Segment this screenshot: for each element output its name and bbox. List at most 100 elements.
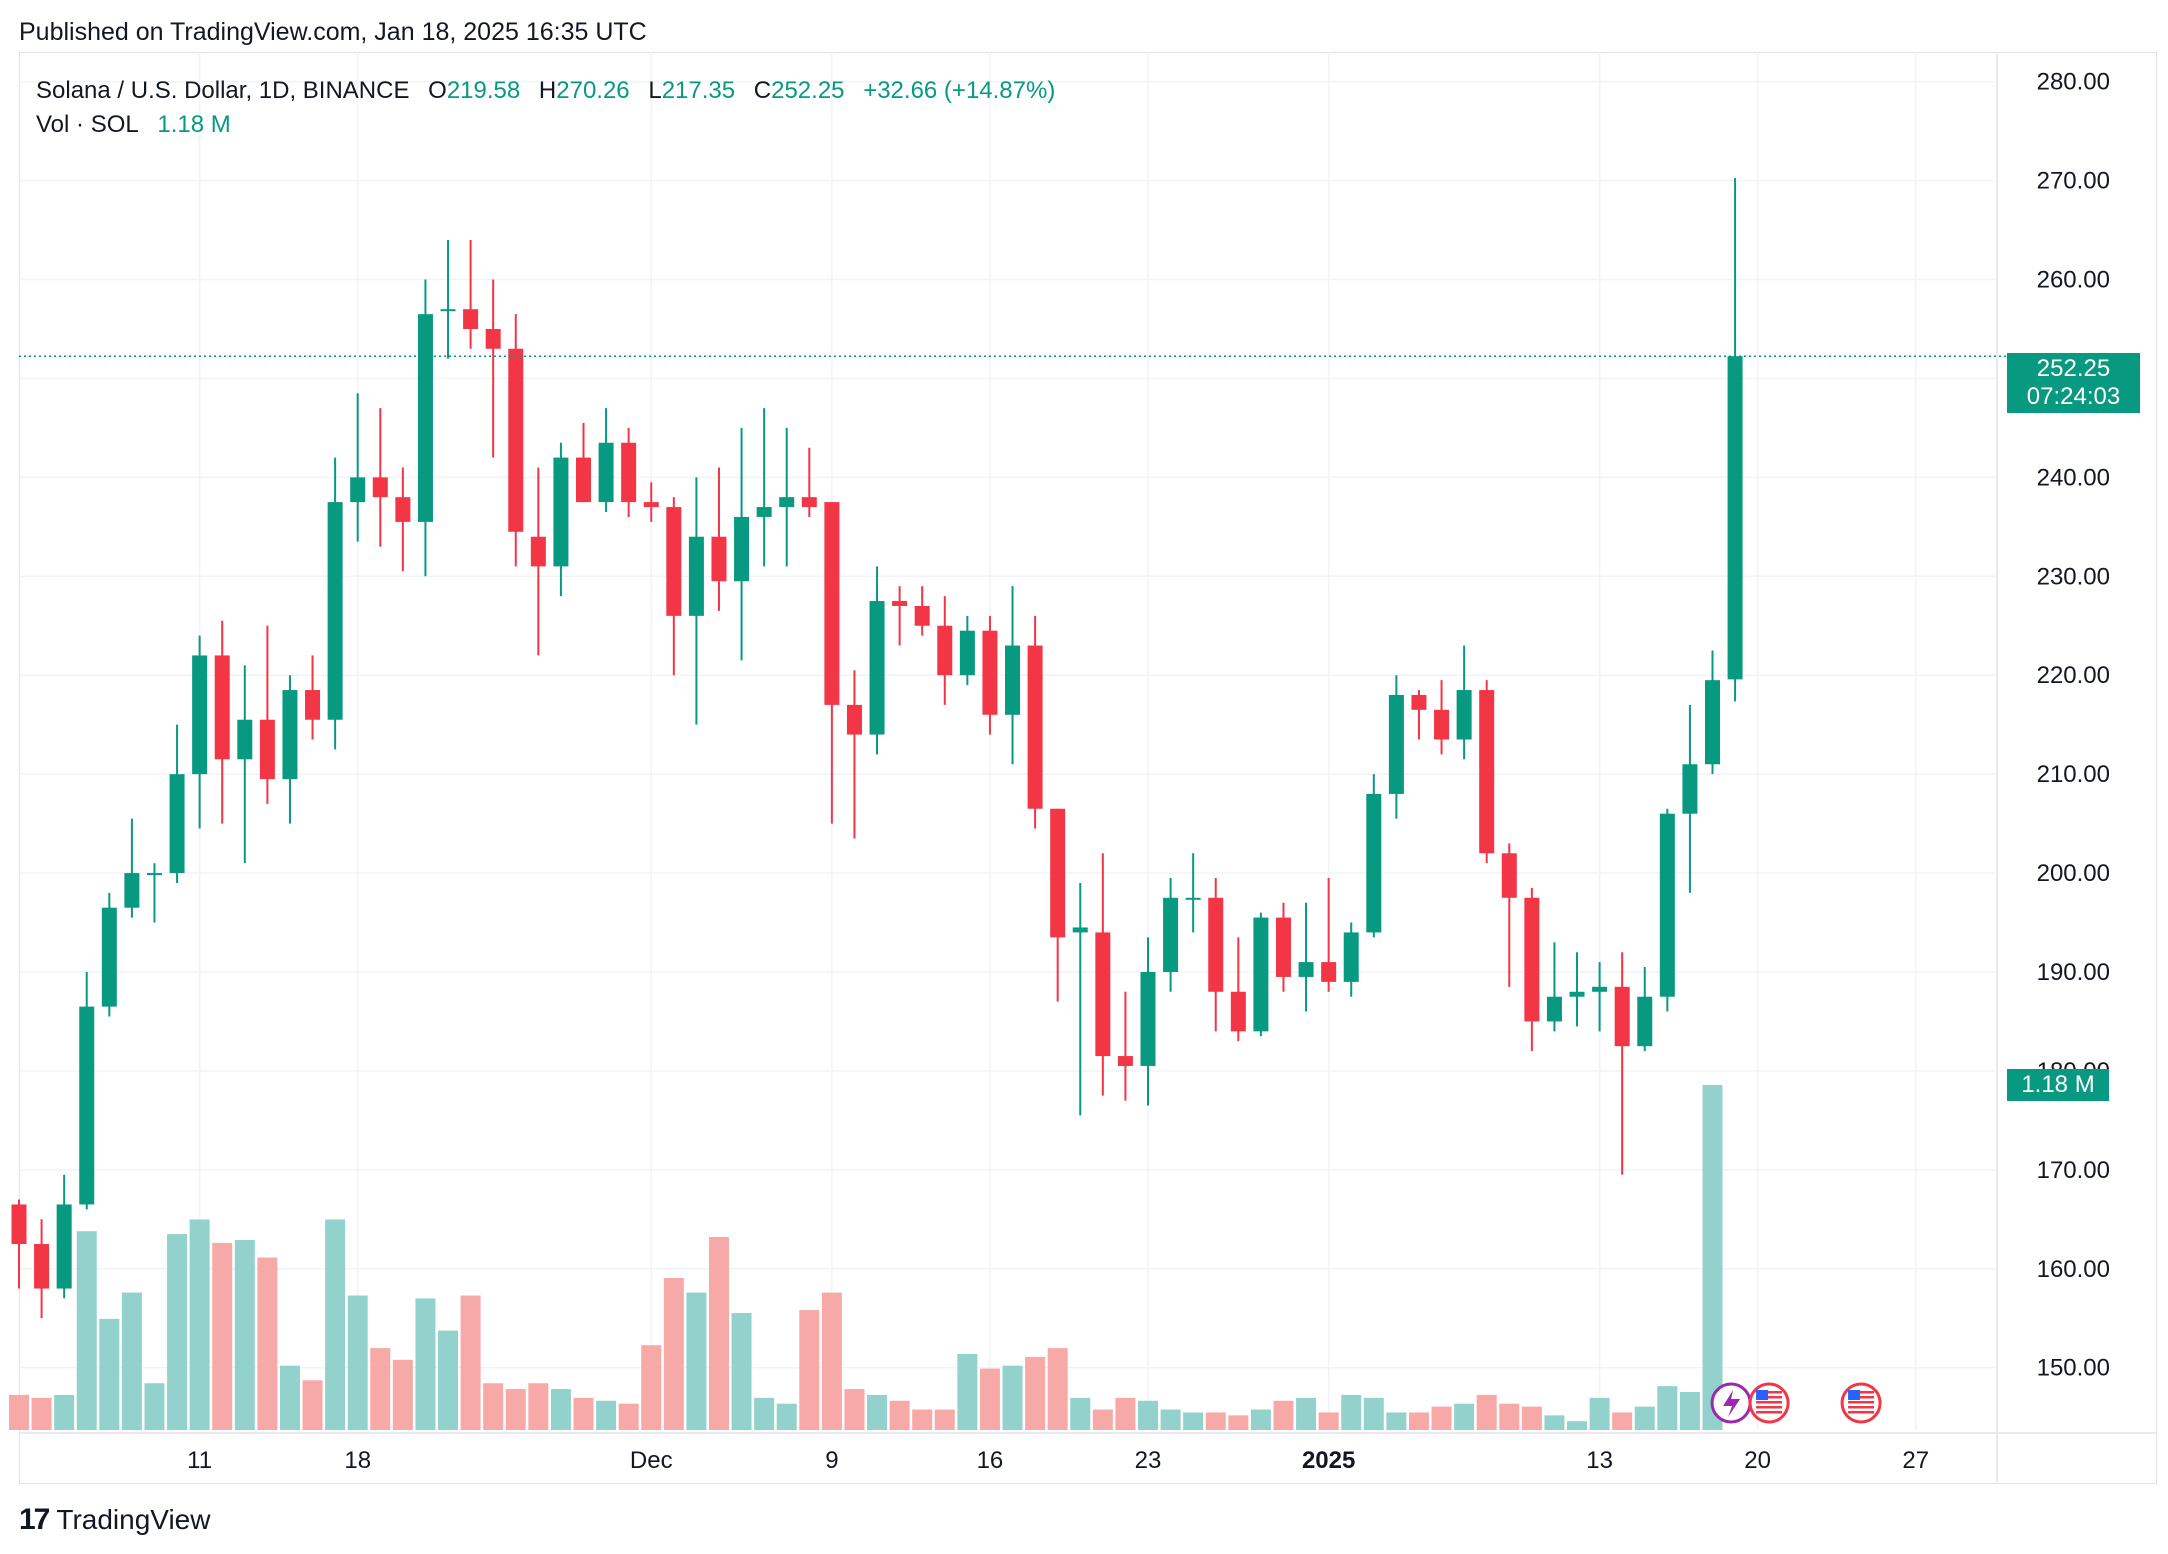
candle[interactable] (372, 408, 388, 547)
tradingview-logo[interactable]: 17 TradingView (19, 1503, 210, 1537)
candle[interactable] (1501, 843, 1517, 987)
chart-frame[interactable] (19, 52, 2157, 1484)
us-economic-event-icon[interactable] (1840, 1382, 1882, 1424)
candle-body (395, 497, 411, 522)
us-economic-event-icon[interactable] (1748, 1382, 1790, 1424)
candle[interactable] (756, 408, 772, 567)
candle[interactable] (937, 596, 953, 705)
candle[interactable] (1659, 808, 1675, 1012)
candle[interactable] (1072, 882, 1088, 1116)
candle[interactable] (1208, 878, 1224, 1032)
y-tick-label: 190.00 (2037, 959, 2110, 986)
candle[interactable] (34, 1219, 50, 1319)
candle[interactable] (1479, 680, 1495, 864)
candle[interactable] (350, 393, 366, 542)
y-tick-label: 220.00 (2037, 662, 2110, 689)
candle[interactable] (621, 427, 637, 517)
candle[interactable] (485, 279, 501, 458)
candle[interactable] (1569, 952, 1585, 1027)
candle[interactable] (801, 447, 817, 517)
candle[interactable] (1163, 878, 1179, 992)
candle[interactable] (169, 724, 185, 883)
candle[interactable] (192, 635, 208, 829)
candle-body (1366, 793, 1382, 933)
candle[interactable] (1005, 586, 1021, 765)
last-price-badge: 252.25 07:24:03 (2007, 353, 2140, 413)
legend-symbol[interactable]: Solana / U.S. Dollar, 1D, BINANCE (36, 77, 410, 104)
candle[interactable] (959, 615, 975, 686)
candle[interactable] (214, 620, 230, 824)
candle[interactable] (1524, 887, 1540, 1052)
candle[interactable] (1727, 178, 1743, 702)
candle[interactable] (124, 818, 140, 918)
candle[interactable] (1637, 967, 1653, 1052)
candle[interactable] (1230, 937, 1246, 1042)
candle[interactable] (1275, 902, 1291, 992)
candle[interactable] (869, 566, 885, 755)
candle[interactable] (11, 1199, 27, 1289)
candle[interactable] (1388, 675, 1404, 819)
candle[interactable] (530, 467, 546, 656)
candle[interactable] (598, 408, 614, 512)
candle[interactable] (1140, 937, 1156, 1106)
candle-body (711, 536, 727, 582)
candle[interactable] (259, 625, 275, 804)
y-tick-label: 230.00 (2037, 563, 2110, 590)
candle[interactable] (79, 971, 95, 1210)
candle[interactable] (824, 502, 840, 824)
candle[interactable] (101, 892, 117, 1017)
candle[interactable] (1298, 902, 1314, 1012)
candle[interactable] (1050, 808, 1066, 1002)
candle[interactable] (1343, 922, 1359, 997)
candle[interactable] (282, 675, 298, 824)
candle[interactable] (1095, 853, 1111, 1096)
candle[interactable] (914, 586, 930, 636)
candle[interactable] (1027, 615, 1043, 829)
candle[interactable] (734, 427, 750, 661)
legend-row-price: Solana / U.S. Dollar, 1D, BINANCE O219.5… (36, 74, 1055, 108)
candle[interactable] (1705, 650, 1720, 775)
candle[interactable] (643, 482, 659, 522)
candle[interactable] (395, 467, 411, 572)
candle[interactable] (1411, 690, 1427, 740)
candle[interactable] (779, 427, 795, 567)
candle[interactable] (1456, 645, 1472, 760)
y-tick-label: 280.00 (2037, 69, 2110, 96)
candle[interactable] (1614, 952, 1630, 1175)
candle-body (688, 536, 704, 616)
legend-volume-label[interactable]: Vol · SOL (36, 111, 139, 138)
y-tick-label: 200.00 (2037, 860, 2110, 887)
candle[interactable] (1592, 962, 1608, 1032)
earnings-event-icon[interactable] (1710, 1382, 1752, 1424)
candle[interactable] (1117, 991, 1133, 1101)
candle[interactable] (1253, 912, 1269, 1037)
candle-body (1005, 645, 1021, 715)
candle[interactable] (327, 457, 343, 750)
candle[interactable] (1321, 878, 1337, 992)
candle[interactable] (846, 670, 862, 839)
candle[interactable] (146, 863, 162, 923)
candle[interactable] (1682, 704, 1698, 893)
legend: Solana / U.S. Dollar, 1D, BINANCE O219.5… (36, 74, 1055, 142)
candle[interactable] (1366, 774, 1382, 938)
candle[interactable] (666, 497, 682, 676)
candle[interactable] (440, 239, 456, 359)
candle[interactable] (711, 467, 727, 611)
candle[interactable] (417, 279, 433, 577)
candle[interactable] (305, 655, 321, 740)
candle-body (1524, 897, 1540, 1022)
candle-body (756, 507, 772, 517)
candle[interactable] (1434, 680, 1450, 755)
candle[interactable] (1185, 853, 1201, 933)
candle[interactable] (1546, 942, 1562, 1032)
candle[interactable] (982, 615, 998, 735)
candle[interactable] (892, 586, 908, 646)
candle[interactable] (688, 477, 704, 725)
candle[interactable] (56, 1174, 72, 1299)
candle[interactable] (237, 665, 253, 864)
candle[interactable] (463, 239, 479, 349)
candle[interactable] (576, 422, 591, 503)
candle[interactable] (508, 314, 524, 567)
candle[interactable] (553, 442, 569, 597)
